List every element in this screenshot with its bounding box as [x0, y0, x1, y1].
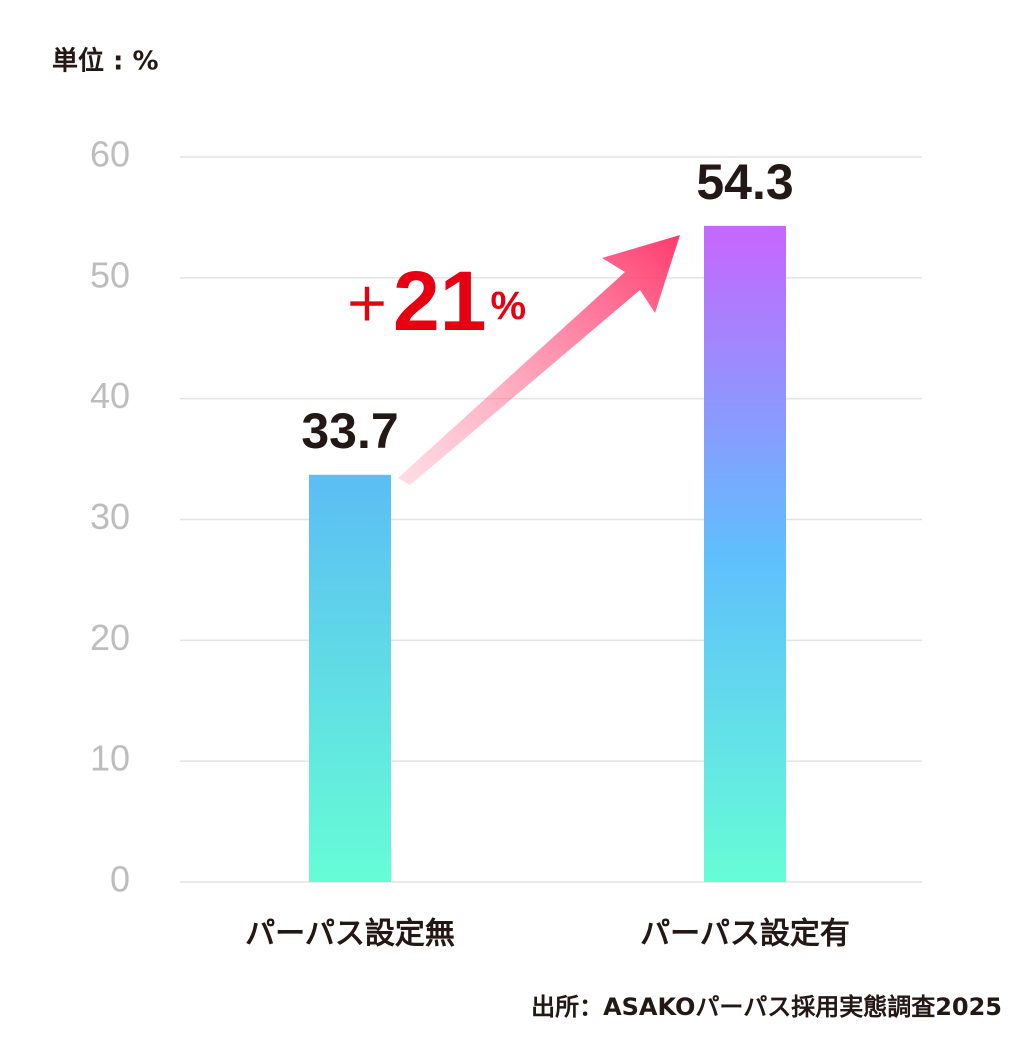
- y-tick-label: 60: [90, 134, 130, 175]
- source: 出所：ASAKOパーパス採用実態調査2025: [531, 993, 1002, 1021]
- y-tick-label: 10: [90, 738, 130, 779]
- y-tick-label: 50: [90, 254, 130, 295]
- annotation-part: 21: [393, 254, 486, 348]
- value-label: 33.7: [301, 403, 398, 459]
- y-tick-label: 30: [90, 496, 130, 537]
- annotation-part: %: [490, 284, 526, 328]
- bar: [704, 225, 786, 882]
- value-label: 54.3: [696, 154, 793, 210]
- y-tick-label: 20: [90, 617, 130, 658]
- bar: [309, 474, 391, 882]
- annotation: ＋21%: [345, 254, 526, 348]
- x-tick-label: パーパス設定有: [640, 917, 850, 952]
- plot: 0 10 20 30 40 50 60 33.7 パーパス設定無 54.3 パーパス設定有: [90, 134, 922, 952]
- unit-label: 単位 : %: [52, 46, 159, 77]
- annotation-text: ＋21%: [345, 254, 526, 348]
- y-tick-label: 40: [90, 375, 130, 416]
- arrow: [398, 235, 680, 485]
- y-tick-label: 0: [110, 859, 130, 900]
- x-tick-label: パーパス設定無: [245, 917, 455, 952]
- annotation-part: ＋: [345, 281, 389, 330]
